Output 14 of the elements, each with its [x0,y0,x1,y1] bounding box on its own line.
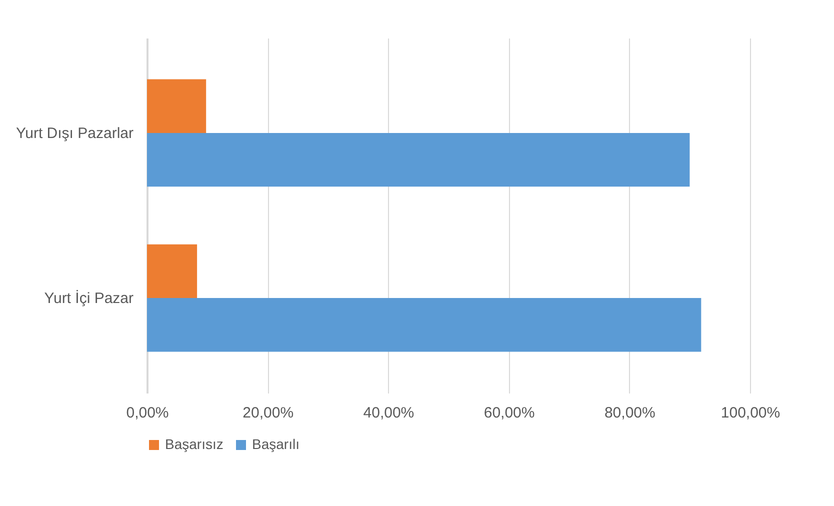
bar [147,244,198,298]
x-tick-label: 60,00% [484,404,535,422]
x-tick-label: 20,00% [242,404,294,422]
x-tick-label: 100,00% [720,404,780,422]
legend-label: Başarısız [165,436,224,452]
x-tick-label: 0,00% [126,404,169,422]
bar [147,79,206,133]
bar [147,132,690,187]
y-tick-label: Yurt İçi Pazar [44,289,134,308]
x-tick-label: 80,00% [604,404,656,422]
x-tick-label: 40,00% [363,404,414,422]
y-tick-label: Yurt Dışı Pazarlar [16,124,134,142]
bar [147,298,702,352]
legend-label: Başarılı [252,436,300,452]
